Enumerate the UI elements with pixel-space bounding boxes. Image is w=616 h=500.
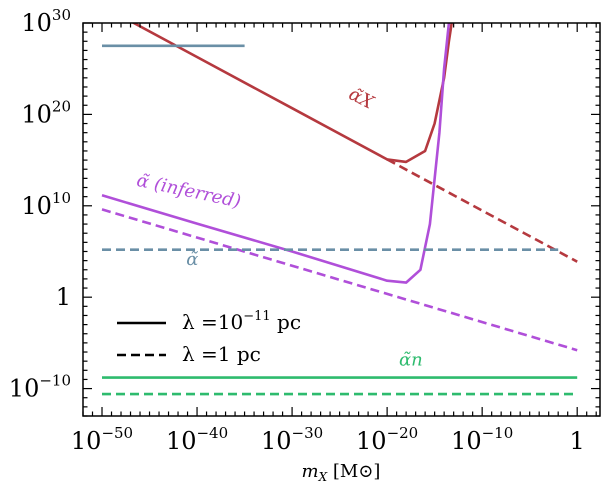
x-tick-label: 1 (570, 427, 585, 455)
tick-labels: 10−50 10−40 10−30 10−20 10−10 1 1030 1020 1010 1 1… (9, 6, 585, 455)
x-axis-title: mX [M⊙] (302, 461, 381, 484)
series-line-1 (386, 158, 578, 263)
axis-ticks (82, 22, 600, 417)
x-axis-title-m: m (302, 461, 319, 482)
series-line-3 (101, 208, 578, 352)
y-tick-label: 1030 (21, 6, 71, 37)
x-tick-label: 10−10 (451, 424, 513, 455)
x-axis-title-unit: [M⊙] (327, 461, 380, 482)
x-tick-label: 10−20 (356, 424, 418, 455)
x-tick-label: 10−50 (71, 424, 133, 455)
legend-label-solid: λ =10−11 pc (182, 309, 301, 334)
annotation-2: α̃ (186, 249, 198, 270)
series-lines (101, 23, 578, 396)
y-tick-label: 1 (56, 283, 71, 311)
annotation-0: α̃X (345, 84, 378, 115)
series-line-2 (101, 23, 451, 284)
annotation-1: α̃ (inferred) (135, 170, 243, 213)
plot-frame (82, 22, 601, 417)
legend: λ =10−11 pc λ =1 pc (117, 309, 301, 366)
series-line-0 (131, 23, 454, 164)
y-tick-label: 10−10 (9, 372, 71, 403)
legend-label-dashed: λ =1 pc (182, 342, 261, 366)
x-tick-label: 10−30 (261, 424, 323, 455)
y-tick-label: 1010 (21, 189, 71, 220)
x-tick-label: 10−40 (166, 424, 228, 455)
annotation-3: α̃n (399, 350, 423, 371)
y-tick-label: 1020 (21, 97, 71, 128)
x-axis-title-sub: X (318, 470, 328, 484)
